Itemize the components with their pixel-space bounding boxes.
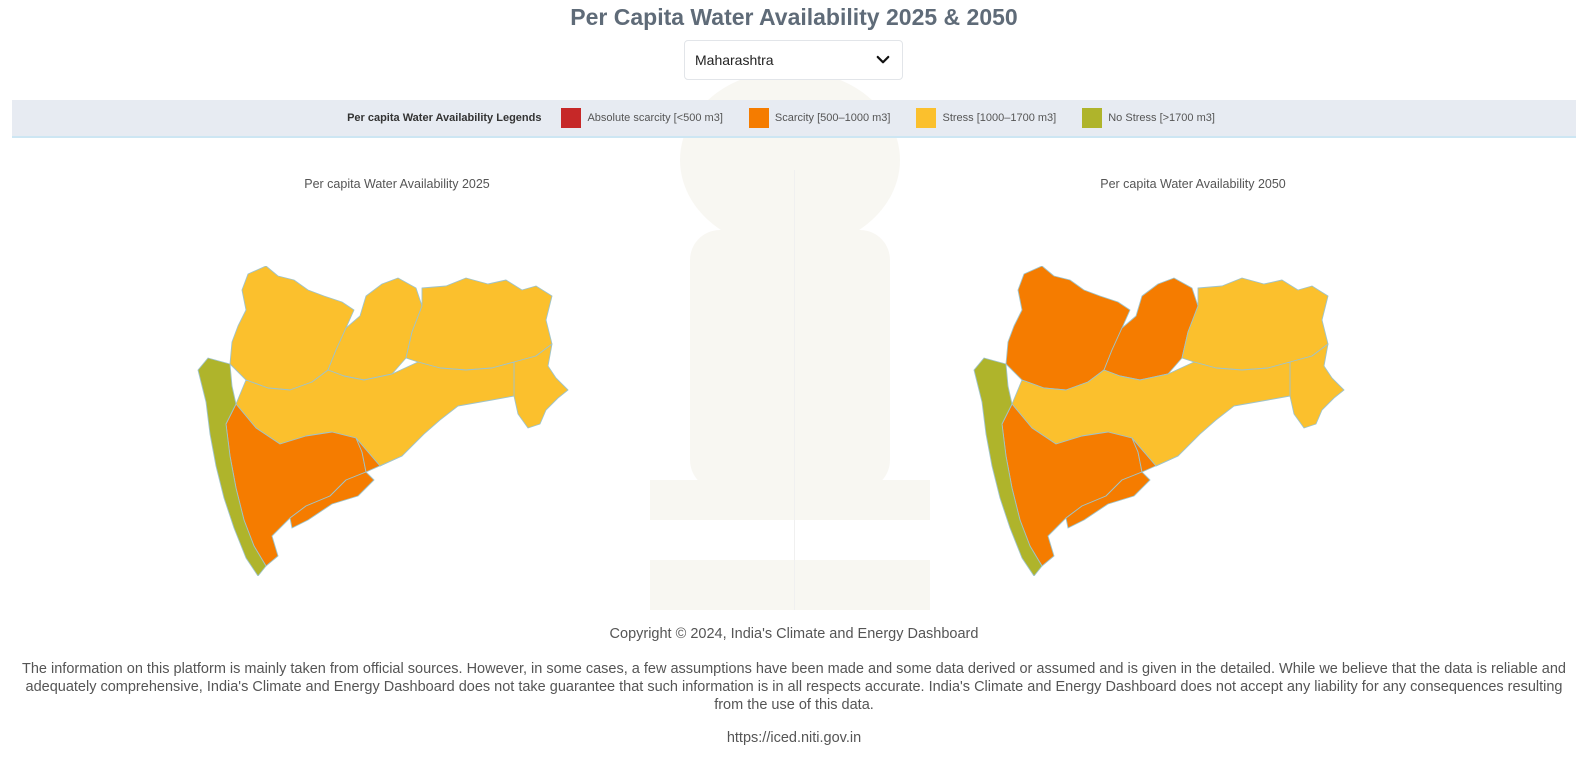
legend-swatch	[748, 108, 769, 128]
map-title-2050: Per capita Water Availability 2050	[1100, 177, 1286, 191]
legend-label: Scarcity [500–1000 m3]	[774, 112, 891, 124]
district-region[interactable]	[973, 357, 1043, 576]
state-dropdown-value: Maharashtra	[695, 52, 774, 68]
maharashtra-map-2025[interactable]	[196, 266, 576, 576]
footer-copyright: Copyright © 2024, India's Climate and En…	[609, 626, 979, 642]
legend-swatch	[916, 108, 937, 128]
legend-swatch	[561, 108, 582, 128]
district-region[interactable]	[1065, 437, 1179, 529]
chevron-down-icon	[876, 55, 890, 64]
legend-item-scarcity: Scarcity [500–1000 m3]	[748, 108, 891, 128]
panel-divider	[794, 170, 795, 610]
legend-bar: Per capita Water Availability Legends Ab…	[12, 100, 1576, 138]
state-dropdown[interactable]: Maharashtra	[684, 40, 903, 80]
footer-url-link[interactable]: https://iced.niti.gov.in	[726, 730, 862, 746]
footer-disclaimer: The information on this platform is main…	[22, 661, 1566, 713]
legend-title: Per capita Water Availability Legends	[347, 112, 542, 124]
map-title-2025: Per capita Water Availability 2025	[304, 177, 490, 191]
legend-label: Stress [1000–1700 m3]	[942, 112, 1057, 124]
map-panel-2050: Per capita Water Availability 2050	[796, 172, 1588, 602]
legend-label: No Stress [>1700 m3]	[1108, 112, 1215, 124]
legend-swatch	[1082, 108, 1103, 128]
district-region[interactable]	[289, 437, 403, 529]
district-region[interactable]	[1181, 277, 1329, 371]
legend-item-absolute-scarcity: Absolute scarcity [<500 m3]	[561, 108, 723, 128]
district-region[interactable]	[197, 357, 267, 576]
legend-item-no-stress: No Stress [>1700 m3]	[1082, 108, 1215, 128]
legend-label: Absolute scarcity [<500 m3]	[587, 112, 723, 124]
page-title: Per Capita Water Availability 2025 & 205…	[570, 4, 1018, 30]
map-panel-2025: Per capita Water Availability 2025	[0, 172, 794, 602]
district-region[interactable]	[405, 277, 553, 371]
footer-url-container: https://iced.niti.gov.in	[0, 730, 1588, 746]
maharashtra-map-2050[interactable]	[972, 266, 1352, 576]
legend-item-stress: Stress [1000–1700 m3]	[916, 108, 1056, 128]
